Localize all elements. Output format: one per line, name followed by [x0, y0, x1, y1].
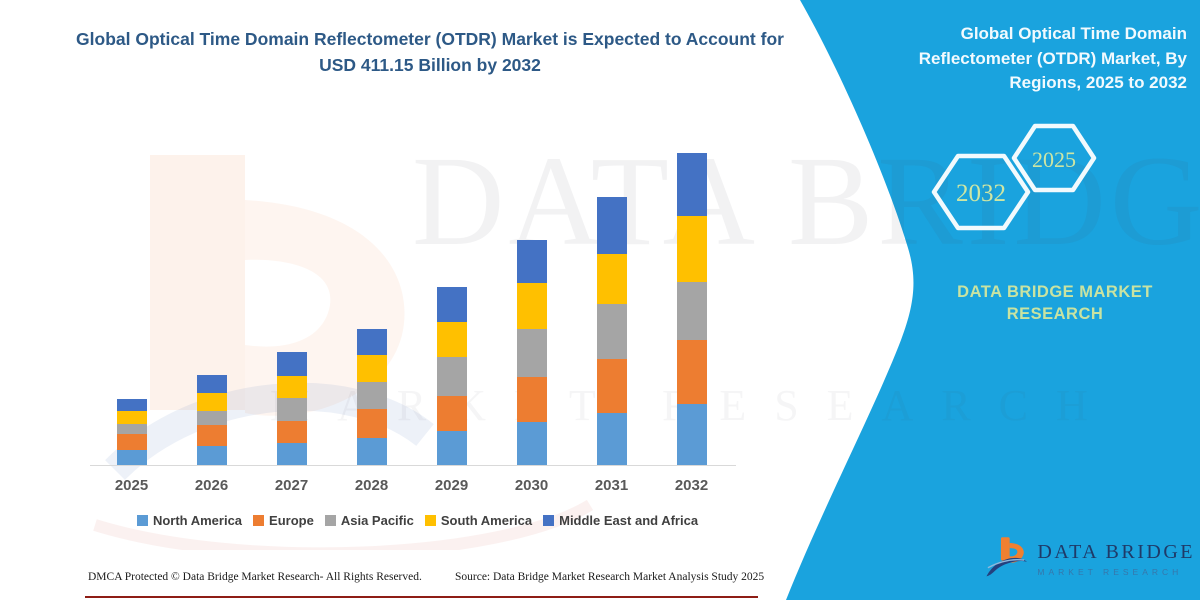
bar-segment-2028-south-america	[356, 355, 387, 383]
bar-segment-2031-europe	[596, 358, 627, 414]
bar-segment-2029-south-america	[436, 322, 467, 358]
source-note: Source: Data Bridge Market Research Mark…	[455, 571, 765, 583]
x-axis-line	[90, 465, 736, 466]
year-hexagons: 2032 2025	[931, 123, 1097, 231]
bar-segment-2031-middle-east-and-africa	[596, 196, 627, 254]
bar-segment-2027-asia-pacific	[276, 397, 307, 422]
bar-segment-2025-south-america	[116, 410, 147, 425]
x-axis-label-2031: 2031	[594, 477, 629, 494]
bar-segment-2027-europe	[276, 421, 307, 444]
bar-segment-2026-south-america	[196, 392, 227, 412]
x-axis-label-2026: 2026	[194, 477, 229, 494]
bar-segment-2032-north-america	[676, 404, 707, 465]
chart-legend: North America Europe Asia Pacific South Ame…	[85, 513, 750, 528]
legend-label: Asia Pacific	[340, 513, 414, 528]
brand-subtitle: MARKET RESEARCH	[1037, 567, 1183, 577]
bar-segment-2032-south-america	[676, 216, 707, 283]
legend-swatch	[253, 515, 265, 526]
hexagon-2032	[931, 153, 1031, 231]
legend-item-north-america: North America	[136, 513, 243, 528]
bar-segment-2026-north-america	[196, 446, 227, 465]
x-axis-label-2028: 2028	[354, 477, 389, 494]
bar-segment-2031-south-america	[596, 253, 627, 304]
legend-label: Europe	[269, 513, 314, 528]
legend-item-south-america: South America	[424, 513, 533, 528]
legend-swatch	[324, 515, 336, 526]
x-axis-label-2027: 2027	[274, 477, 309, 494]
bar-segment-2028-asia-pacific	[356, 382, 387, 410]
hexagon-2025-label: 2025	[1032, 147, 1076, 172]
bar-segment-2031-asia-pacific	[596, 303, 627, 359]
bar-segment-2027-south-america	[276, 375, 307, 398]
bar-segment-2030-middle-east-and-africa	[516, 240, 547, 283]
legend-swatch	[543, 515, 555, 526]
bar-segment-2026-middle-east-and-africa	[196, 374, 227, 393]
bar-segment-2030-south-america	[516, 282, 547, 330]
bar-segment-2028-europe	[356, 409, 387, 438]
bar-segment-2032-middle-east-and-africa	[676, 153, 707, 217]
bar-segment-2030-asia-pacific	[516, 329, 547, 377]
bar-segment-2028-middle-east-and-africa	[356, 328, 387, 356]
bar-segment-2029-europe	[436, 395, 467, 431]
legend-label: South America	[440, 513, 533, 528]
bar-segment-2025-north-america	[116, 450, 147, 465]
bar-segment-2027-middle-east-and-africa	[276, 352, 307, 376]
hexagon-2032-label: 2032	[956, 180, 1006, 207]
bar-segment-2026-europe	[196, 424, 227, 447]
dmca-notice: DMCA Protected © Data Bridge Market Rese…	[88, 571, 422, 583]
bar-segment-2028-north-america	[356, 437, 387, 465]
bar-segment-2025-middle-east-and-africa	[116, 398, 147, 411]
bar-segment-2031-north-america	[596, 413, 627, 465]
legend-item-europe: Europe	[253, 513, 314, 528]
side-panel-heading: Global Optical Time Domain Reflectometer…	[918, 24, 1187, 93]
bar-segment-2027-north-america	[276, 443, 307, 465]
bar-segment-2025-europe	[116, 433, 147, 451]
legend-swatch	[136, 515, 148, 526]
brand-name: DATA BRIDGE	[1037, 541, 1195, 563]
data-bridge-logo-icon	[986, 537, 1028, 577]
x-axis-label-2030: 2030	[514, 477, 549, 494]
legend-item-asia-pacific: Asia Pacific	[324, 513, 414, 528]
bar-segment-2032-europe	[676, 340, 707, 405]
chart-title: Global Optical Time Domain Reflectometer…	[76, 29, 784, 76]
legend-item-middle-east-and-africa: Middle East and Africa	[543, 513, 698, 528]
bar-segment-2025-asia-pacific	[116, 424, 147, 434]
legend-label: North America	[152, 513, 243, 528]
bar-segment-2032-asia-pacific	[676, 282, 707, 341]
brand-caption: DATA BRIDGE MARKET RESEARCH	[957, 283, 1153, 324]
bar-segment-2029-north-america	[436, 430, 467, 465]
hexagon-2025	[1011, 123, 1097, 193]
x-axis-label-2029: 2029	[434, 477, 469, 494]
bottom-divider-line	[85, 596, 758, 598]
bar-segment-2026-asia-pacific	[196, 411, 227, 425]
x-axis-label-2025: 2025	[114, 477, 149, 494]
legend-label: Middle East and Africa	[559, 513, 699, 528]
bar-segment-2030-north-america	[516, 422, 547, 465]
brand-lockup: DATA BRIDGE MARKET RESEARCH	[985, 524, 1195, 594]
bar-segment-2029-middle-east-and-africa	[436, 286, 467, 323]
legend-swatch	[424, 515, 436, 526]
bar-segment-2029-asia-pacific	[436, 357, 467, 396]
bar-segment-2030-europe	[516, 376, 547, 423]
x-axis-label-2032: 2032	[674, 477, 709, 494]
